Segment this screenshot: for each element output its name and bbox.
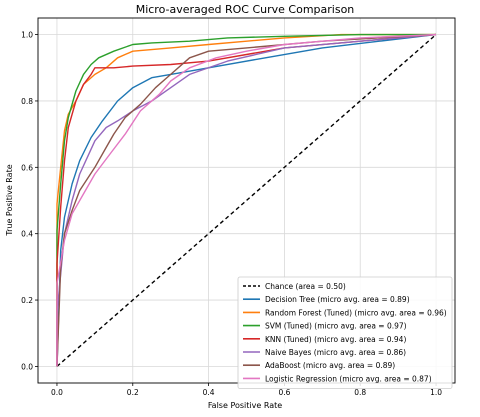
series-line-4 bbox=[56, 33, 437, 367]
legend-box bbox=[237, 276, 453, 389]
series-line-6 bbox=[56, 33, 437, 367]
legend-label-1: Decision Tree (micro avg. area = 0.89) bbox=[265, 295, 410, 304]
x-tick-label: 0.4 bbox=[203, 388, 215, 397]
legend-label-5: Naive Bayes (micro avg. area = 0.86) bbox=[265, 348, 406, 357]
y-tick-label: 0.0 bbox=[21, 362, 33, 371]
y-tick-label: 1.0 bbox=[21, 31, 33, 40]
series-line-7 bbox=[56, 33, 437, 367]
y-tick-label: 0.4 bbox=[21, 230, 33, 239]
x-tick-label: 0.8 bbox=[354, 388, 366, 397]
legend-label-7: Logistic Regression (micro avg. area = 0… bbox=[265, 374, 432, 383]
series-line-5 bbox=[56, 33, 437, 367]
legend-label-2: Random Forest (Tuned) (micro avg. area =… bbox=[265, 308, 447, 317]
legend-label-4: KNN (Tuned) (micro avg. area = 0.94) bbox=[265, 335, 406, 344]
x-tick-label: 0.2 bbox=[127, 388, 139, 397]
legend-label-3: SVM (Tuned) (micro avg. area = 0.97) bbox=[265, 322, 407, 331]
plot-area: 0.0 0.2 0.4 0.6 0.8 1.00.00.20.40.60.81.0Chan… bbox=[21, 17, 456, 397]
y-tick-label: 0.6 bbox=[21, 163, 33, 172]
legend: Chance (area = 0.50) Decision Tree (micro… bbox=[237, 276, 453, 389]
y-tick-label: 0.8 bbox=[21, 97, 33, 106]
x-axis-label: False Positive Rate bbox=[208, 401, 282, 410]
y-tick-label: 0.2 bbox=[21, 296, 33, 305]
x-tick-label: 0.0 bbox=[51, 388, 63, 397]
series-line-1 bbox=[56, 33, 437, 367]
y-axis-label: True Positive Rate bbox=[5, 164, 14, 236]
x-tick-label: 0.6 bbox=[278, 388, 290, 397]
legend-label-0: Chance (area = 0.50) bbox=[265, 282, 346, 291]
x-tick-label: 1.0 bbox=[430, 388, 442, 397]
legend-label-6: AdaBoost (micro avg. area = 0.89) bbox=[265, 361, 395, 370]
chart-title: Micro-averaged ROC Curve Comparison bbox=[136, 3, 355, 16]
series-line-3 bbox=[56, 33, 436, 367]
